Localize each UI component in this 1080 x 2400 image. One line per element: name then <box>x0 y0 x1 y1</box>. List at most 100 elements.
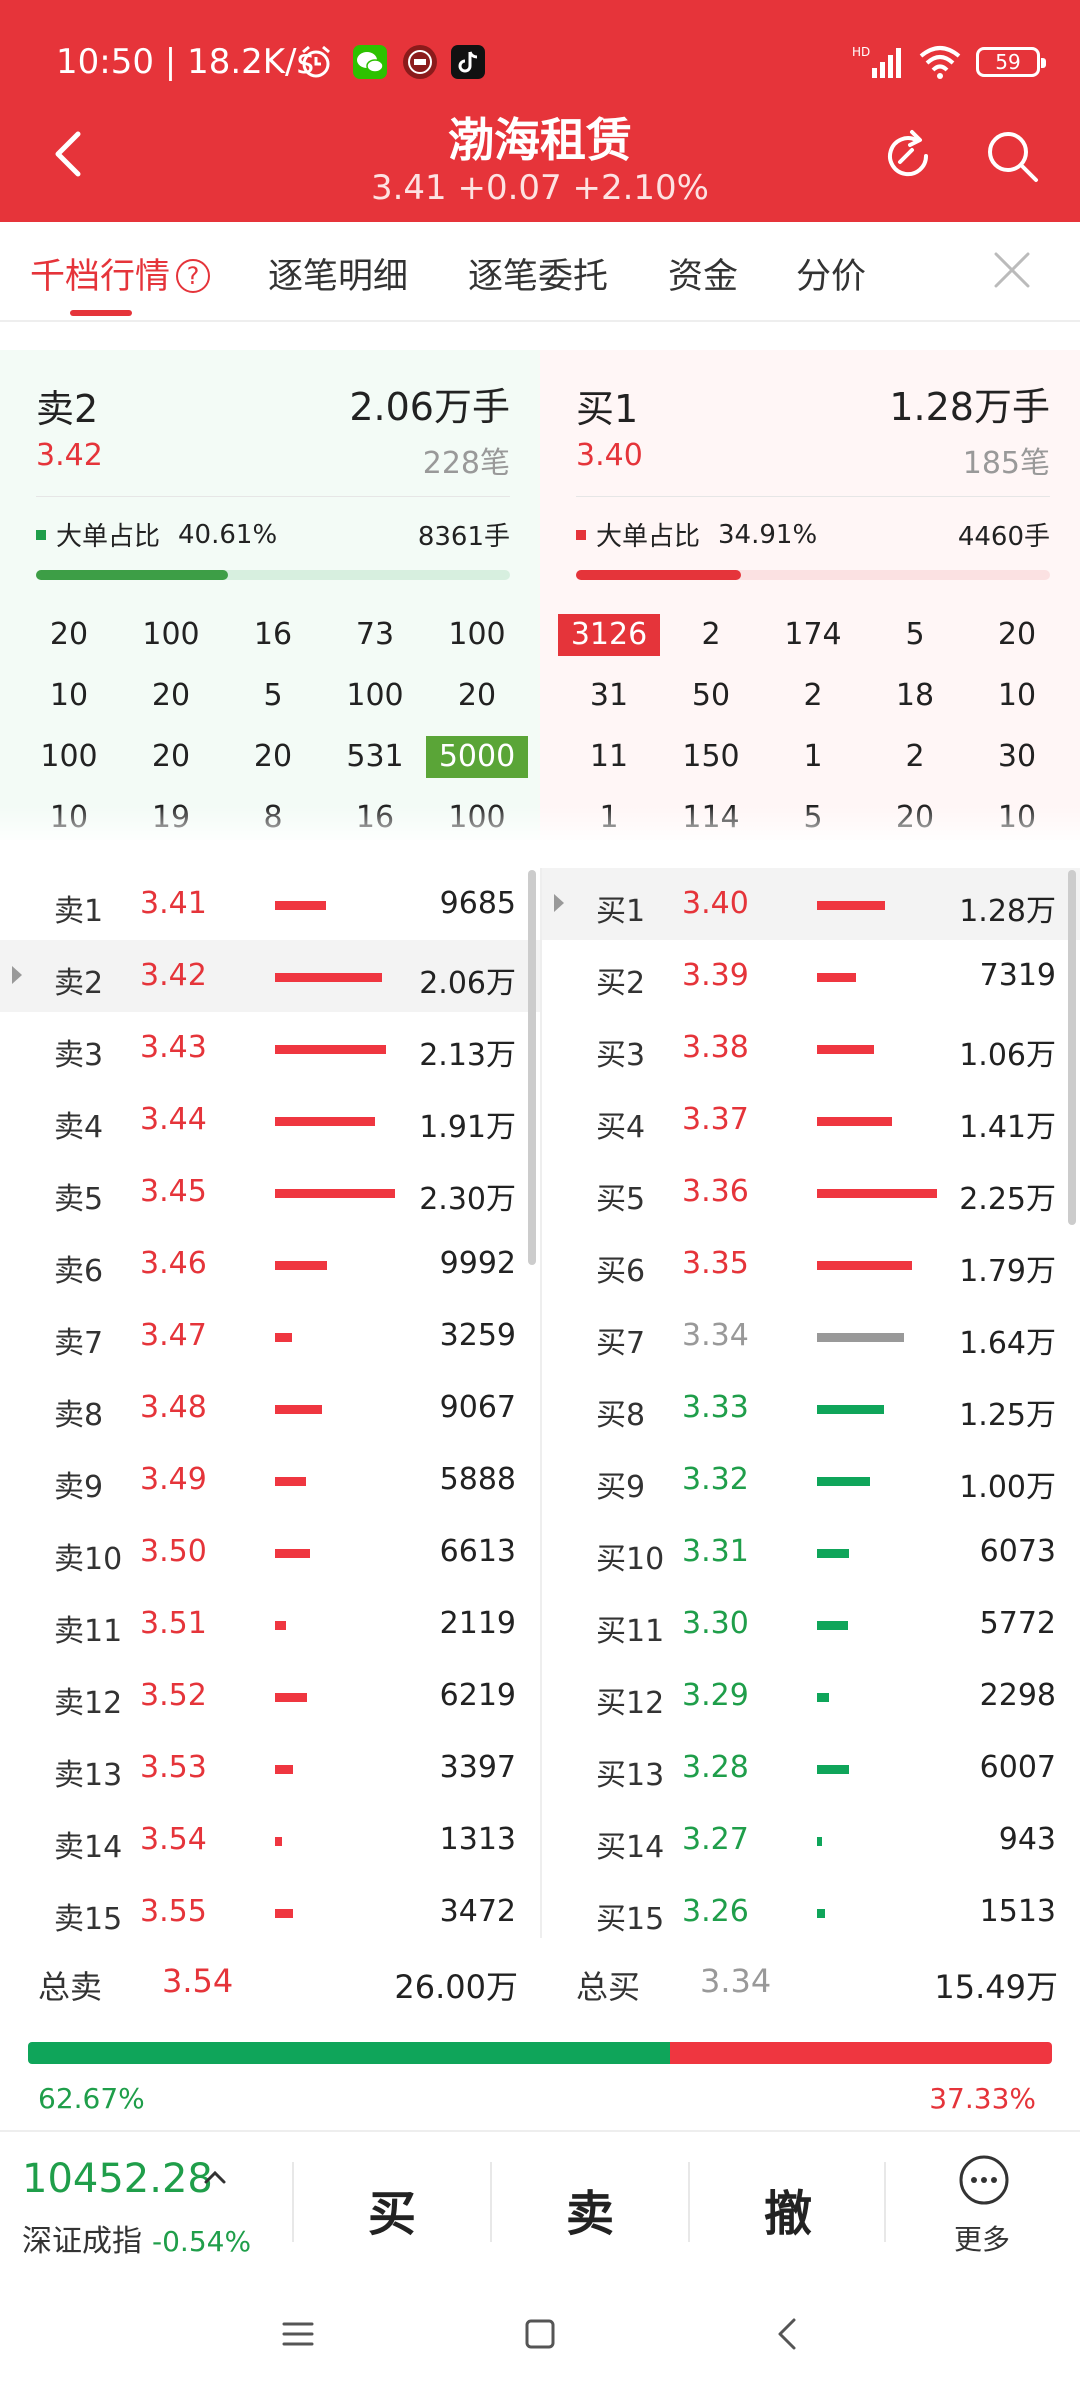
close-icon[interactable] <box>990 248 1034 292</box>
depth-row[interactable]: 卖11 3.51 2119 <box>0 1588 540 1660</box>
depth-row[interactable]: 卖1 3.41 9685 <box>0 868 540 940</box>
help-icon[interactable]: ? <box>176 259 211 293</box>
depth-row[interactable]: 卖9 3.49 5888 <box>0 1444 540 1516</box>
index-name[interactable]: 深证成指 -0.54% <box>22 2216 251 2260</box>
depth-row[interactable]: 买10 3.31 6073 <box>542 1516 1080 1588</box>
total-buy-label: 总买 <box>576 1968 641 2006</box>
level-price: 3.47 <box>140 1318 207 1353</box>
level-price: 3.29 <box>682 1678 749 1713</box>
total-sell-volume: 26.00万 <box>394 1968 518 2006</box>
level-price: 3.41 <box>140 886 207 921</box>
depth-row[interactable]: 买9 3.32 1.00万 <box>542 1444 1080 1516</box>
level-price: 3.39 <box>682 958 749 993</box>
signal-icon: HD <box>852 45 901 78</box>
depth-row[interactable]: 买11 3.30 5772 <box>542 1588 1080 1660</box>
refresh-icon[interactable] <box>878 126 938 186</box>
home-icon[interactable] <box>520 2314 560 2354</box>
depth-row[interactable]: 买4 3.37 1.41万 <box>542 1084 1080 1156</box>
row-pointer-icon <box>554 894 564 912</box>
depth-row[interactable]: 卖14 3.54 1313 <box>0 1804 540 1876</box>
caret-up-icon[interactable] <box>200 2162 230 2192</box>
big-order-ratio: 大单占比 34.91% <box>576 516 817 553</box>
index-value[interactable]: 10452.28 <box>22 2156 213 2202</box>
search-icon[interactable] <box>982 126 1042 186</box>
depth-row[interactable]: 卖8 3.48 9067 <box>0 1372 540 1444</box>
depth-row[interactable]: 买8 3.33 1.25万 <box>542 1372 1080 1444</box>
level-label: 卖2 <box>54 966 104 1001</box>
more-icon[interactable] <box>958 2154 1010 2206</box>
tab-funds[interactable]: 资金 <box>668 257 739 297</box>
separator <box>688 2162 690 2242</box>
buy-button[interactable]: 买 <box>367 2186 416 2242</box>
big-order-bar <box>36 570 510 580</box>
app-header: 10:50 | 18.2K/s HD <box>0 0 1080 222</box>
depth-row[interactable]: 卖12 3.52 6219 <box>0 1660 540 1732</box>
depth-row[interactable]: 买3 3.38 1.06万 <box>542 1012 1080 1084</box>
tab-depth[interactable]: 千档行情? <box>30 248 211 299</box>
depth-row[interactable]: 卖5 3.45 2.30万 <box>0 1156 540 1228</box>
grid-cell: 100 <box>142 616 200 652</box>
depth-row[interactable]: 卖3 3.43 2.13万 <box>0 1012 540 1084</box>
depth-row[interactable]: 买1 3.40 1.28万 <box>542 868 1080 940</box>
more-button-label[interactable]: 更多 <box>954 2223 1011 2256</box>
big-order-pct: 40.61% <box>178 519 278 550</box>
depth-row[interactable]: 卖6 3.46 9992 <box>0 1228 540 1300</box>
sell-button[interactable]: 卖 <box>565 2186 614 2242</box>
back-arrow-icon[interactable] <box>48 128 88 180</box>
grid-cell: 2 <box>803 677 823 713</box>
volume-bar <box>817 973 856 982</box>
status-right: HD 59 <box>852 40 1046 84</box>
level-label: 卖10 <box>54 1542 123 1577</box>
depth-row[interactable]: 卖10 3.50 6613 <box>0 1516 540 1588</box>
grid-cell: 31 <box>589 677 629 713</box>
depth-row[interactable]: 买2 3.39 7319 <box>542 940 1080 1012</box>
grid-cell: 20 <box>457 677 497 713</box>
level-volume: 2.06万 <box>419 966 516 1001</box>
level-price: 3.34 <box>682 1318 749 1353</box>
depth-row[interactable]: 买5 3.36 2.25万 <box>542 1156 1080 1228</box>
ratio-buy-fill <box>669 2042 1052 2064</box>
panel-level: 买1 <box>576 387 639 431</box>
level-price: 3.51 <box>140 1606 207 1641</box>
depth-row[interactable]: 卖7 3.47 3259 <box>0 1300 540 1372</box>
depth-row[interactable]: 卖15 3.55 3472 <box>0 1876 540 1948</box>
depth-row[interactable]: 卖13 3.53 3397 <box>0 1732 540 1804</box>
sell-depth-list: 卖1 3.41 9685 卖2 3.42 2.06万 卖3 3.43 2.13万 卖4 3.44 1.… <box>0 868 540 1948</box>
grid-row: 3126 2 174 5 20 <box>558 604 1068 665</box>
level-label: 卖9 <box>54 1470 104 1505</box>
level-volume: 2119 <box>439 1606 516 1641</box>
volume-bar <box>817 1333 904 1342</box>
depth-row[interactable]: 卖4 3.44 1.91万 <box>0 1084 540 1156</box>
tab-price-volume[interactable]: 分价 <box>796 257 867 297</box>
menu-icon[interactable] <box>278 2314 318 2354</box>
level-price: 3.48 <box>140 1390 207 1425</box>
depth-row[interactable]: 卖2 3.42 2.06万 <box>0 940 540 1012</box>
depth-row[interactable]: 买12 3.29 2298 <box>542 1660 1080 1732</box>
cancel-button[interactable]: 撤 <box>763 2186 812 2242</box>
grid-cell: 150 <box>682 738 740 774</box>
depth-row[interactable]: 买15 3.26 1513 <box>542 1876 1080 1948</box>
stock-quote: 3.41 +0.07 +2.10% <box>370 168 709 208</box>
depth-row[interactable]: 买7 3.34 1.64万 <box>542 1300 1080 1372</box>
volume-bar <box>817 1117 892 1126</box>
tab-tick-order[interactable]: 逐笔委托 <box>468 257 609 297</box>
level-label: 买12 <box>596 1686 665 1721</box>
back-icon[interactable] <box>768 2314 808 2354</box>
scrollbar[interactable] <box>1068 870 1076 1225</box>
depth-row[interactable]: 买13 3.28 6007 <box>542 1732 1080 1804</box>
level-label: 卖6 <box>54 1254 104 1289</box>
depth-row[interactable]: 买14 3.27 943 <box>542 1804 1080 1876</box>
depth-row[interactable]: 买6 3.35 1.79万 <box>542 1228 1080 1300</box>
volume-bar <box>817 1765 849 1774</box>
volume-bar <box>275 1765 293 1774</box>
ratio-buy-pct: 37.33% <box>929 2082 1036 2115</box>
level-price: 3.40 <box>682 886 749 921</box>
panel-count: 228笔 <box>422 446 510 481</box>
stock-title: 渤海租赁 <box>448 113 632 167</box>
clock: 10:50 <box>56 42 154 82</box>
level-label: 卖11 <box>54 1614 123 1649</box>
level-price: 3.26 <box>682 1894 749 1929</box>
legend-dot <box>36 529 46 540</box>
scrollbar[interactable] <box>528 870 536 1265</box>
tab-tick-detail[interactable]: 逐笔明细 <box>268 257 409 297</box>
